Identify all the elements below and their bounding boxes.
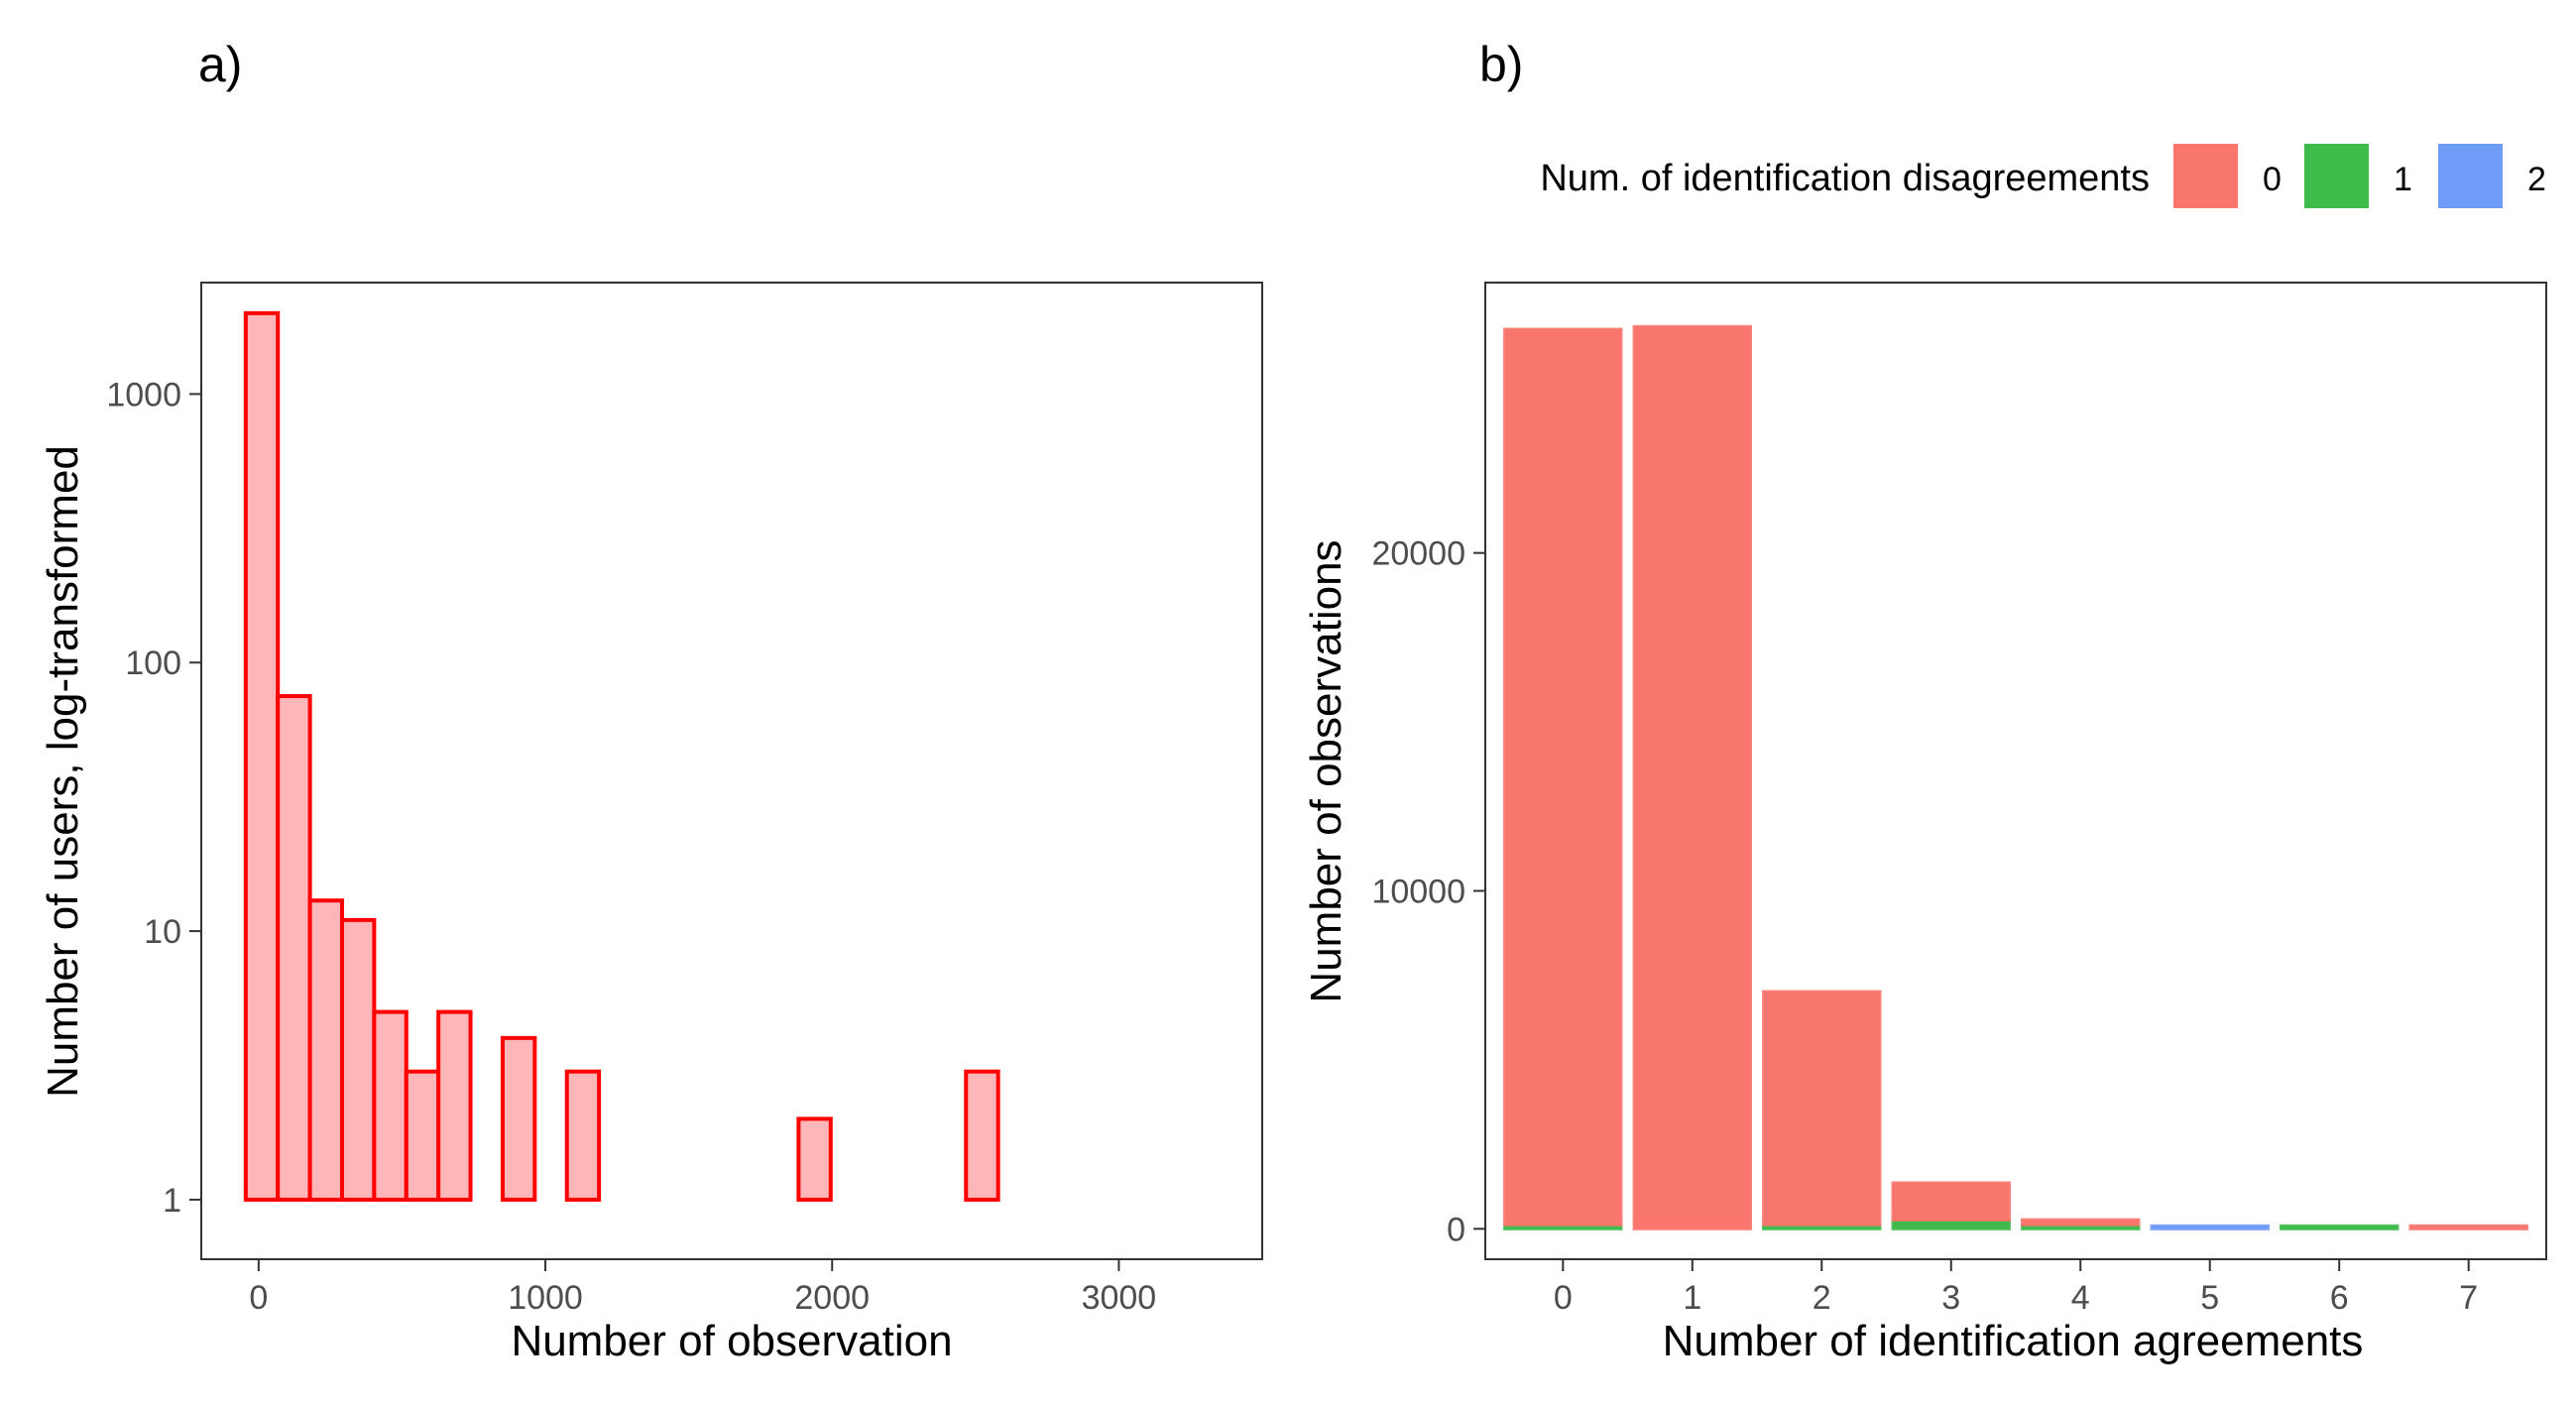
panel-b-x-tick-label: 4 — [2071, 1279, 2090, 1317]
panel-b-stacked-bar: b) Num. of identification disagreements … — [1302, 37, 2547, 1365]
panel-a-bar — [796, 1116, 833, 1202]
panel-a-x-tick-label: 2000 — [794, 1279, 870, 1317]
panel-a-bar — [436, 1009, 473, 1202]
panel-a-bar — [500, 1035, 537, 1202]
legend-swatch-2 — [2438, 144, 2503, 208]
panel-a-y-tick-label: 1 — [163, 1182, 181, 1220]
panel-a-y-axis: 1 10 100 1000 — [106, 376, 201, 1220]
panel-b-y-tick-label: 0 — [1447, 1211, 1465, 1248]
panel-b-y-tick-label: 20000 — [1371, 535, 1465, 573]
panel-b-x-tick-label: 6 — [2330, 1279, 2349, 1317]
panel-a-bar — [307, 898, 344, 1202]
panel-a-bar — [564, 1069, 602, 1202]
legend-swatch-1 — [2304, 144, 2369, 208]
panel-b-bars — [1503, 324, 2528, 1230]
panel-a-y-tick-label: 10 — [144, 913, 181, 951]
legend-label-1: 1 — [2394, 161, 2412, 198]
panel-a-x-tick-label: 0 — [249, 1279, 268, 1317]
panel-b-bar-segment — [1503, 327, 1623, 1227]
panel-b-x-tick-label: 2 — [1813, 1279, 1831, 1317]
panel-a-bar — [339, 917, 377, 1202]
panel-b-bar-segment — [1632, 324, 1753, 1230]
panel-a-y-axis-label: Number of users, log-transformed — [39, 445, 87, 1098]
panel-a-y-tick-label: 1000 — [106, 376, 181, 413]
panel-b-bar-segment — [1891, 1181, 2011, 1222]
panel-b-tag: b) — [1479, 37, 1523, 92]
panel-b-x-axis: 0 1 2 3 4 5 6 7 — [1554, 1259, 2478, 1317]
legend-label-0: 0 — [2263, 161, 2282, 198]
panel-a-bar — [243, 310, 281, 1202]
panel-a-x-tick-label: 3000 — [1082, 1279, 1157, 1317]
panel-b-bar-segment — [2150, 1224, 2270, 1230]
legend-label-2: 2 — [2527, 161, 2546, 198]
panel-a-x-axis: 0 1000 2000 3000 — [249, 1259, 1156, 1317]
panel-a-x-axis-label: Number of observation — [511, 1317, 952, 1365]
panel-b-bar-segment — [2021, 1218, 2141, 1227]
panel-b-y-axis-label: Number of observations — [1302, 539, 1350, 1002]
panel-b-bar-segment — [1762, 990, 1882, 1227]
panel-a-bar — [964, 1069, 1000, 1202]
panel-b-x-tick-label: 3 — [1941, 1279, 1960, 1317]
panel-b-y-axis: 0 10000 20000 — [1371, 535, 1485, 1248]
panel-b-x-tick-label: 1 — [1683, 1279, 1701, 1317]
panel-a-tag: a) — [198, 37, 242, 92]
panel-a-x-tick-label: 1000 — [508, 1279, 583, 1317]
panel-a-bars — [243, 310, 1000, 1202]
panel-a-bar — [372, 1009, 409, 1202]
panel-b-bar-segment — [2408, 1224, 2528, 1230]
panel-b-y-tick-label: 10000 — [1371, 873, 1465, 910]
panel-a-histogram: a) 0 1000 2000 3000 1 10 100 1000 Number of ob… — [39, 37, 1263, 1365]
panel-a-bar — [404, 1069, 441, 1202]
panel-b-bar-segment — [2280, 1224, 2400, 1230]
panel-b-x-tick-label: 7 — [2459, 1279, 2478, 1317]
legend: Num. of identification disagreements 0 1… — [1540, 144, 2546, 208]
panel-b-x-tick-label: 0 — [1554, 1279, 1573, 1317]
panel-a-y-tick-label: 100 — [125, 644, 181, 682]
panel-b-x-tick-label: 5 — [2200, 1279, 2219, 1317]
legend-title: Num. of identification disagreements — [1540, 158, 2150, 199]
legend-swatch-0 — [2173, 144, 2238, 208]
panel-a-bar — [276, 694, 312, 1202]
panel-b-x-axis-label: Number of identification agreements — [1663, 1317, 2364, 1365]
